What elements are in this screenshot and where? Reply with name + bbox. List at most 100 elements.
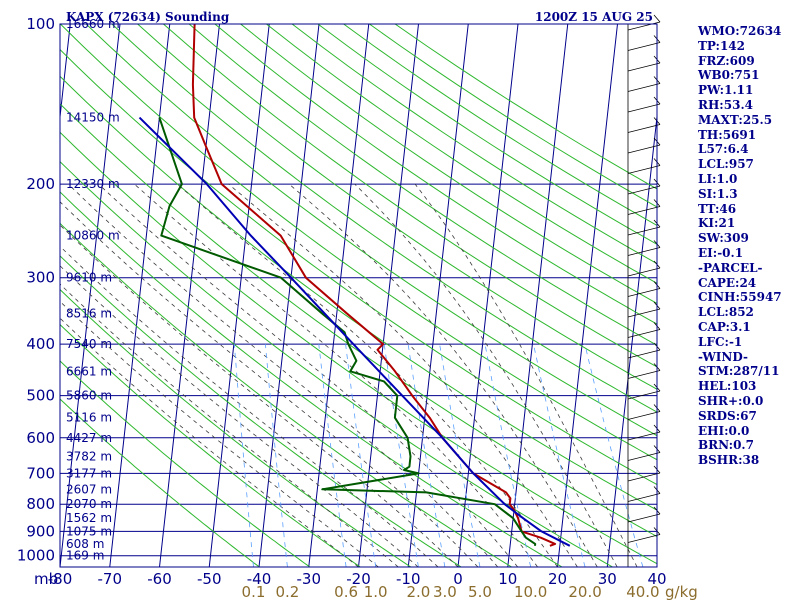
moist-adiabat-line xyxy=(134,183,538,567)
mixing-ratio-line xyxy=(484,344,532,567)
height-label: 1562 m xyxy=(66,511,112,525)
height-label: 608 m xyxy=(66,537,104,551)
pressure-tick-label: 200 xyxy=(26,175,55,193)
pressure-tick-label: 500 xyxy=(26,387,55,405)
wind-barb xyxy=(627,247,661,256)
sounding-index-line: -PARCEL- xyxy=(698,260,763,275)
pressure-tick-label: 400 xyxy=(26,335,55,353)
dry-adiabat-line xyxy=(60,103,657,538)
sounding-index-line: SW:309 xyxy=(698,231,749,246)
height-label: 16660 m xyxy=(66,17,120,31)
sounding-index-line: LFC:-1 xyxy=(698,334,743,349)
wind-barb xyxy=(627,513,661,523)
sounding-index-line: FRZ:609 xyxy=(698,53,755,68)
temperature-tick-label: 0 xyxy=(453,570,463,588)
temperature-tick-label: -20 xyxy=(346,570,371,588)
chart-title: KAPX (72634) Sounding xyxy=(66,10,230,24)
height-label: 8516 m xyxy=(66,306,112,320)
pressure-unit-label: mb xyxy=(34,570,58,588)
wind-barb xyxy=(627,21,661,31)
moist-adiabat-line xyxy=(60,283,399,567)
height-label: 2070 m xyxy=(66,497,112,511)
dry-adiabat-line xyxy=(60,288,412,567)
wind-barb xyxy=(627,267,661,277)
sounding-index-line: BSHR:38 xyxy=(698,453,760,468)
dry-adiabat-line xyxy=(188,24,657,346)
pressure-tick-label: 700 xyxy=(26,464,55,482)
wind-barb xyxy=(627,390,661,400)
mixing-ratio-lines xyxy=(234,344,644,567)
temperature-tick-label: -60 xyxy=(147,570,172,588)
sounding-index-line: LI:1.0 xyxy=(698,171,738,186)
wind-barb xyxy=(627,165,661,174)
sounding-index-line: WB0:751 xyxy=(698,68,760,83)
height-label: 169 m xyxy=(66,549,104,563)
sounding-index-line: WMO:72634 xyxy=(698,24,782,38)
pressure-tick-label: 900 xyxy=(26,522,55,540)
wind-barb xyxy=(627,103,661,113)
wind-barb xyxy=(627,62,661,72)
sounding-index-line: CAP:3.1 xyxy=(698,319,751,334)
temperature-tick-label: 30 xyxy=(598,570,617,588)
height-label: 7540 m xyxy=(66,337,112,351)
mixing-ratio-label: 20.0 xyxy=(568,583,601,600)
sounding-trace-2 xyxy=(158,117,537,546)
moist-adiabat-line xyxy=(60,224,459,567)
temperature-tick-label: 40 xyxy=(647,570,666,588)
mixing-ratio-label: 0.1 xyxy=(242,583,266,600)
mixing-ratio-label: 0.2 xyxy=(275,583,299,600)
sounding-time: 1200Z 15 AUG 25 xyxy=(535,10,653,24)
height-label: 6661 m xyxy=(66,364,112,378)
dry-adiabat-line xyxy=(60,191,563,567)
pressure-tick-label: 300 xyxy=(26,269,55,287)
dry-adiabat-line xyxy=(240,24,657,305)
wind-barb xyxy=(627,370,661,379)
isotherm-line xyxy=(60,24,121,567)
sounding-index-line: -WIND- xyxy=(698,349,748,364)
temperature-tick-label: -30 xyxy=(297,570,322,588)
moist-adiabat-line xyxy=(228,183,578,567)
dry-adiabat-line xyxy=(60,48,657,486)
isotherm-line xyxy=(258,24,320,567)
wind-barb xyxy=(627,206,661,215)
height-label: 12330 m xyxy=(66,177,120,191)
pressure-tick-label: 1000 xyxy=(17,547,55,565)
dry-adiabat-line xyxy=(60,360,311,567)
moist-adiabat-line xyxy=(288,183,598,567)
dry-adiabats xyxy=(60,24,657,567)
height-label: 5860 m xyxy=(66,389,112,403)
moist-adiabat-line xyxy=(176,183,558,567)
sounding-index-line: EI:-0.1 xyxy=(698,245,744,260)
mixing-ratio-label: 10.0 xyxy=(514,583,547,600)
height-label: 9610 m xyxy=(66,271,112,285)
pressure-tick-label: 600 xyxy=(26,429,55,447)
pressure-labels: 100 200 300 400 500 600 700 800 900 1000 xyxy=(17,15,55,565)
wind-barb xyxy=(627,493,661,502)
temperature-tick-label: -70 xyxy=(98,570,123,588)
height-label: 3782 m xyxy=(66,449,112,463)
dry-adiabat-line xyxy=(317,24,657,245)
isotherm-line xyxy=(407,24,469,567)
sounding-index-line: TT:46 xyxy=(698,201,737,216)
wind-barb xyxy=(627,349,661,359)
wind-barb xyxy=(627,83,661,92)
dry-adiabat-line xyxy=(137,24,657,390)
isotherm-line xyxy=(507,24,569,567)
sounding-index-line: RH:53.4 xyxy=(698,97,753,112)
dry-adiabat-line xyxy=(60,24,657,461)
mixing-ratio-unit-label: g/kg xyxy=(665,583,698,600)
sounding-index-line: STM:287/11 xyxy=(698,364,780,379)
wind-barb xyxy=(627,411,661,420)
sounding-index-line: KI:21 xyxy=(698,216,736,231)
isotherm-grid xyxy=(60,24,657,567)
isotherm-line xyxy=(358,24,419,567)
sounding-index-line: CAPE:24 xyxy=(698,275,757,290)
isotherm-line xyxy=(208,24,270,567)
sounding-index-line: MAXT:25.5 xyxy=(698,112,773,127)
sounding-index-line: HEL:103 xyxy=(698,379,757,394)
sounding-index-line: EHI:0.0 xyxy=(698,423,750,438)
moist-adiabat-line xyxy=(354,183,618,567)
wind-barb-flag xyxy=(653,14,661,23)
isotherm-line xyxy=(606,112,657,567)
isotherm-line xyxy=(109,24,171,567)
